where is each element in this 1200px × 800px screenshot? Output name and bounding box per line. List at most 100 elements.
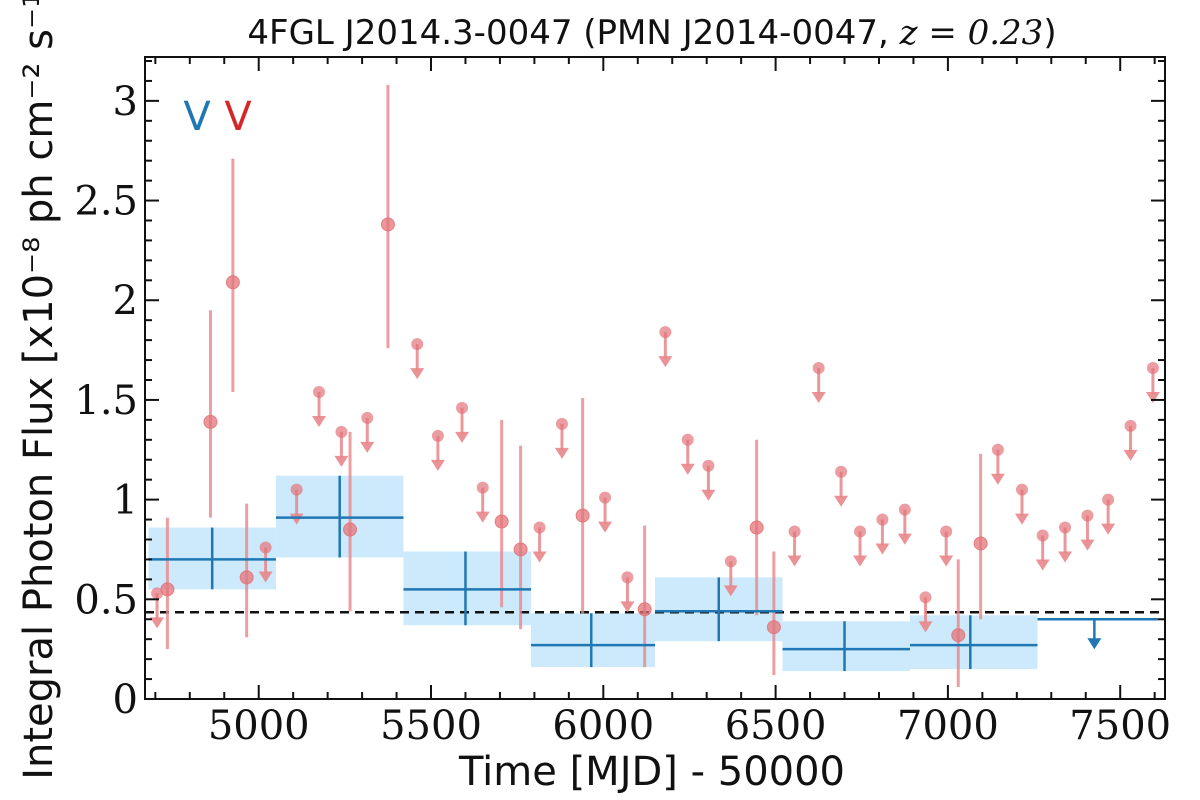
short-bin-upper-limit-26 [939,525,954,567]
upper-limit-arrowhead [1145,392,1160,404]
chart-title-suffix: ) [1043,13,1056,53]
short-bin-upper-limit-9 [455,401,470,443]
short-bin-upper-limit-11 [532,521,547,563]
long-bin-point-1 [148,527,276,590]
long-bin-upper-limit-arrowhead [1087,638,1102,650]
long-bin-point-4 [530,613,655,668]
short-bin-upper-limit-13 [598,491,613,533]
upper-limit-arrowhead [939,555,954,567]
x-tick-label: 6000 [552,703,654,749]
short-bin-upper-limit-10 [475,481,490,523]
upper-limit-marker [835,465,848,478]
short-bin-point-9 [575,397,590,614]
short-bin-upper-limit-20 [811,362,826,404]
upper-limit-marker [1036,529,1049,542]
upper-limit-marker [476,481,489,494]
short-bin-upper-limit-12 [554,417,569,459]
upper-limit-marker [456,401,469,414]
upper-limit-marker [876,513,889,526]
short-bin-upper-limit-6 [360,411,375,453]
short-bin-marker [766,620,781,635]
short-bin-upper-limit-25 [918,591,933,633]
upper-limit-arrowhead [455,431,470,443]
upper-limit-arrowhead [1014,513,1029,525]
upper-limit-arrowhead [410,368,425,380]
long-bin-points-layer [148,475,1159,672]
y-tick-label: 2.5 [74,179,138,225]
upper-limit-marker [290,483,303,496]
flare-marker-1: V [183,94,211,140]
upper-limit-marker [681,433,694,446]
short-bin-marker [343,522,358,537]
upper-limit-marker [702,459,715,472]
upper-limit-arrowhead [620,601,635,613]
short-bin-point-8 [513,445,528,630]
short-bin-marker [637,602,652,617]
upper-limit-arrowhead [1123,449,1138,461]
chart-title-math: z = 0.23 [899,13,1044,53]
upper-limit-marker [812,362,825,375]
short-bin-upper-limit-24 [897,503,912,545]
x-tick-label: 5500 [380,703,482,749]
short-bin-upper-limit-17 [701,459,716,501]
y-tick-label: 0.5 [74,577,138,623]
upper-limit-arrowhead [532,551,547,563]
short-bin-upper-limit-33 [1123,419,1138,461]
short-bin-point-14 [973,453,988,620]
upper-limit-marker [898,503,911,516]
upper-limit-arrowhead [1080,539,1095,551]
short-bin-upper-limit-1 [150,587,165,629]
x-tick-label: 7500 [1069,703,1171,749]
upper-limit-marker [788,525,801,538]
short-bin-point-13 [951,559,966,688]
upper-limit-marker [659,326,672,339]
short-bin-upper-limit-4 [312,385,327,427]
short-bin-upper-limit-18 [723,555,738,597]
upper-limit-arrowhead [918,621,933,633]
short-bin-point-11 [749,439,764,616]
long-bin-band-7 [910,615,1038,670]
upper-limit-arrowhead [680,463,695,475]
x-tick-label: 6500 [725,703,827,749]
y-tick-label: 1.5 [74,378,138,424]
y-tick-label: 2 [113,278,138,324]
upper-limit-arrowhead [475,511,490,523]
upper-limit-marker [533,521,546,534]
upper-limit-arrowhead [658,356,673,368]
y-tick-label: 0 [113,677,138,723]
y-tick-label: 3 [113,79,138,125]
short-bin-point-2 [203,310,218,518]
short-bin-upper-limit-16 [680,433,695,475]
upper-limit-marker [411,338,424,351]
upper-limit-marker [1015,483,1028,496]
short-bin-marker [973,536,988,551]
upper-limit-arrowhead [701,489,716,501]
upper-limit-marker [1081,509,1094,522]
upper-limit-arrowhead [875,543,890,555]
upper-limit-marker [361,411,374,424]
short-bin-marker [203,414,218,429]
short-bin-upper-limit-27 [990,443,1005,485]
short-bin-upper-limit-15 [658,326,673,368]
short-bin-upper-limit-31 [1080,509,1095,551]
short-bin-upper-limit-22 [853,525,868,567]
short-bin-point-7 [494,419,509,608]
long-bin-band-6 [782,621,910,672]
chart-title-prefix: 4FGL J2014.3-0047 (PMN J2014-0047, [247,13,899,53]
short-bin-marker [513,542,528,557]
upper-limit-marker [940,525,953,538]
upper-limit-arrowhead [1058,551,1073,563]
upper-limit-marker [1124,419,1137,432]
upper-limit-arrowhead [360,441,375,453]
short-bin-upper-limit-30 [1058,521,1073,563]
short-bin-upper-limit-19 [787,525,802,567]
x-tick-label: 5000 [208,703,310,749]
short-bin-marker [575,508,590,523]
upper-limit-marker [854,525,867,538]
flare-marker-2: V [224,94,252,140]
long-bin-point-3 [403,551,531,626]
short-bin-upper-limit-28 [1014,483,1029,525]
short-bin-marker [951,628,966,643]
